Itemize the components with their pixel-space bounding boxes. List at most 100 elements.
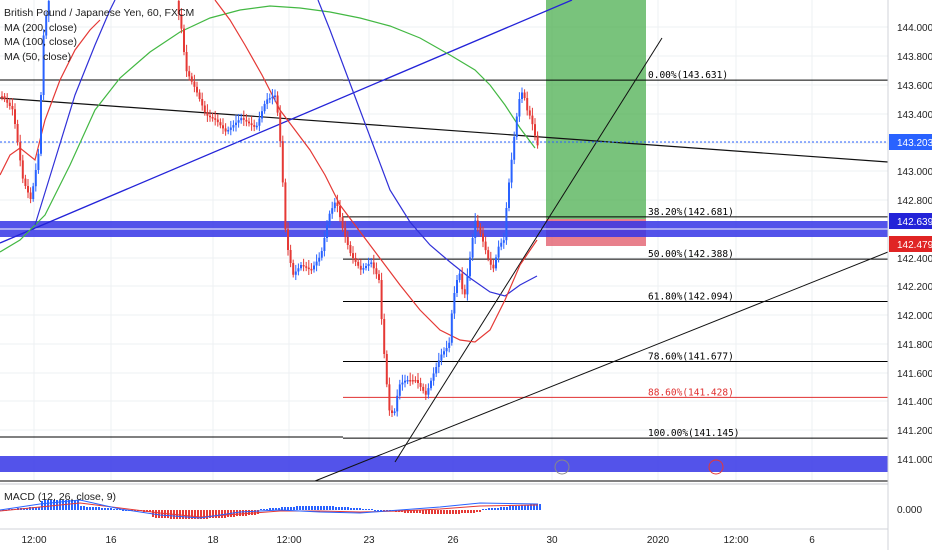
price-tick-label: 142.400: [897, 254, 932, 265]
time-tick-label: 6: [809, 535, 815, 546]
candle-body: [466, 276, 469, 295]
candle-body: [500, 242, 503, 247]
candle-body: [383, 319, 386, 354]
macd-histogram-bar: [302, 506, 304, 510]
candle-body: [276, 95, 279, 113]
macd-histogram-bar: [476, 510, 478, 512]
macd-histogram-bar: [404, 510, 406, 513]
candle-body: [224, 128, 227, 132]
candle-body: [359, 265, 362, 270]
macd-histogram-bar: [449, 510, 451, 514]
macd-histogram-bar: [245, 510, 247, 516]
candle-body: [458, 273, 461, 280]
trendline-steep: [394, 37, 663, 463]
fib-label: 50.00%(142.388): [648, 249, 734, 260]
candle-body: [29, 192, 32, 199]
time-tick-label: 12:00: [723, 535, 748, 546]
macd-histogram-bar: [500, 507, 502, 510]
candle-body: [367, 263, 370, 266]
legend-ma200: MA (200, close): [4, 21, 77, 34]
candle-body: [206, 112, 209, 116]
macd-histogram-bar: [272, 508, 274, 510]
macd-histogram-bar: [338, 507, 340, 510]
candle-body: [393, 411, 396, 413]
macd-histogram-bar: [440, 510, 442, 514]
candle-body: [482, 233, 484, 242]
macd-histogram-bar: [203, 510, 205, 519]
candle-body: [528, 110, 531, 116]
time-tick-label: 2020: [647, 535, 670, 546]
candle-body: [536, 135, 539, 146]
macd-histogram-bar: [290, 507, 292, 510]
candle-body: [417, 380, 419, 383]
candle-body: [445, 348, 448, 352]
candle-body: [489, 258, 492, 265]
macd-histogram-bar: [308, 506, 310, 510]
price-tick-label: 142.800: [897, 196, 932, 207]
macd-histogram-bar: [470, 510, 472, 513]
macd-histogram-bar: [263, 509, 265, 510]
macd-histogram-bar: [275, 508, 277, 510]
candle-body: [505, 208, 508, 241]
candle-body: [305, 266, 308, 268]
candle-body: [235, 122, 237, 126]
price-tick-label: 141.600: [897, 369, 932, 380]
candle-body: [508, 182, 510, 208]
candle-body: [313, 265, 315, 270]
candle-body: [534, 124, 536, 136]
candle-body: [476, 220, 479, 227]
candle-body: [292, 263, 295, 275]
macd-histogram-bar: [452, 510, 454, 514]
macd-histogram-bar: [71, 500, 73, 510]
candle-body: [396, 395, 399, 412]
macd-histogram-bar: [92, 507, 94, 510]
macd-histogram-bar: [413, 510, 415, 513]
macd-histogram-bar: [209, 510, 211, 518]
macd-histogram-bar: [488, 508, 490, 510]
candle-body: [310, 268, 313, 271]
candle-body: [211, 117, 214, 119]
candle-body: [245, 119, 248, 122]
macd-histogram-bar: [518, 506, 520, 510]
candle-body: [32, 186, 35, 199]
macd-histogram-bar: [299, 506, 301, 510]
macd-histogram-bar: [50, 500, 52, 510]
macd-histogram-bar: [248, 510, 250, 515]
candle-body: [45, 16, 48, 36]
macd-histogram-bar: [494, 508, 496, 510]
candle-body: [11, 106, 14, 110]
candle-body: [281, 141, 284, 183]
candle-body: [183, 28, 185, 52]
macd-histogram-bar: [539, 504, 541, 510]
macd-histogram-bar: [266, 509, 268, 510]
macd-histogram-bar: [68, 500, 70, 510]
macd-histogram-bar: [503, 507, 505, 510]
candle-body: [177, 0, 180, 14]
candle-body: [471, 238, 474, 258]
candle-body: [339, 206, 341, 218]
fib-label: 0.00%(143.631): [648, 70, 728, 81]
macd-histogram-bar: [257, 510, 259, 514]
macd-histogram-bar: [161, 510, 163, 518]
ma50-line-left: [0, 19, 101, 176]
macd-histogram-bar: [260, 509, 262, 510]
candle-body: [461, 273, 464, 290]
candle-body: [385, 354, 388, 385]
trendline-descending: [0, 97, 889, 163]
macd-histogram-bar: [38, 507, 40, 510]
macd-histogram-bar: [365, 509, 367, 510]
zone-price-box: [889, 213, 932, 229]
fib-label: 100.00%(141.145): [648, 428, 740, 439]
macd-histogram-bar: [116, 509, 118, 510]
stop-price-box: [889, 236, 932, 252]
candle-body: [47, 0, 50, 16]
candle-body: [463, 289, 466, 295]
candle-body: [352, 253, 354, 258]
macd-histogram-bar: [446, 510, 448, 514]
ma100-line-left: [34, 0, 116, 226]
macd-histogram-bar: [320, 506, 322, 510]
candle-body: [427, 388, 430, 395]
candle-body: [391, 410, 393, 413]
